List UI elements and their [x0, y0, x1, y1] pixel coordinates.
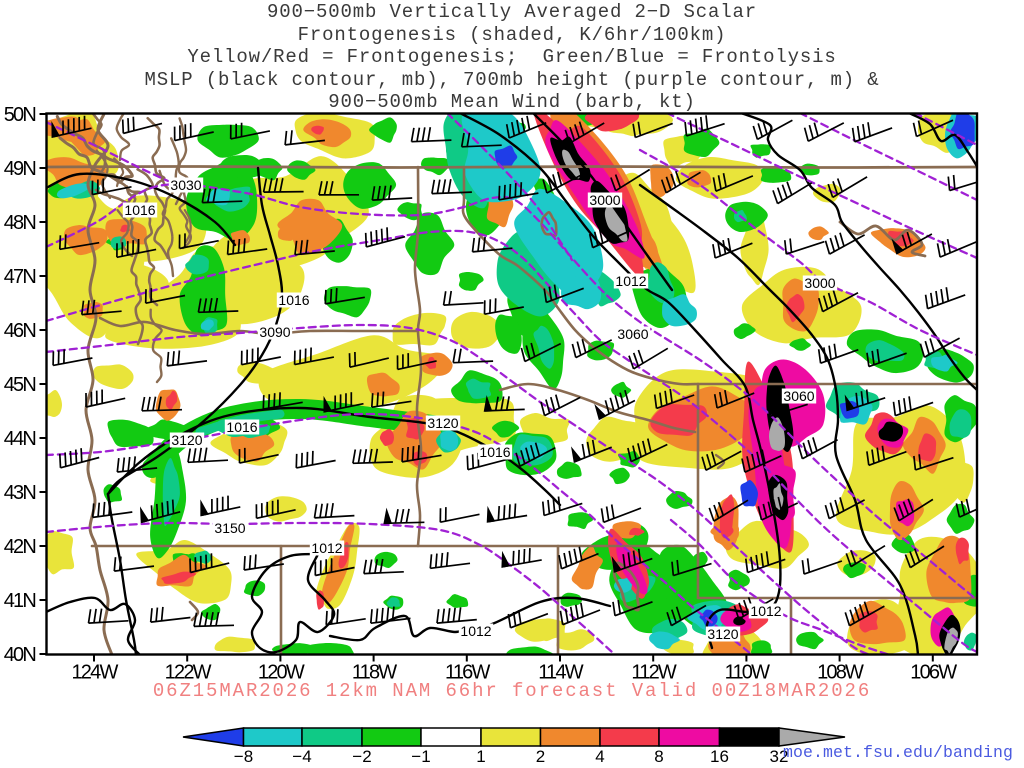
- svg-text:120W: 120W: [258, 662, 305, 684]
- svg-text:45N: 45N: [4, 374, 36, 396]
- svg-text:110W: 110W: [725, 662, 770, 684]
- svg-text:1012: 1012: [615, 273, 646, 289]
- svg-text:2: 2: [536, 747, 545, 766]
- svg-text:1: 1: [476, 747, 485, 766]
- svg-text:42N: 42N: [4, 536, 36, 558]
- svg-text:−8: −8: [234, 747, 253, 766]
- svg-text:3120: 3120: [427, 415, 458, 431]
- svg-text:122W: 122W: [165, 662, 212, 684]
- svg-text:1016: 1016: [278, 292, 309, 308]
- svg-text:108W: 108W: [817, 662, 864, 684]
- svg-text:48N: 48N: [4, 212, 36, 234]
- svg-text:3150: 3150: [214, 520, 245, 536]
- svg-text:50N: 50N: [4, 104, 36, 126]
- svg-text:1016: 1016: [479, 444, 510, 460]
- svg-text:1016: 1016: [124, 202, 155, 218]
- svg-text:3120: 3120: [171, 432, 202, 448]
- svg-text:40N: 40N: [4, 644, 36, 666]
- svg-text:3000: 3000: [804, 275, 835, 291]
- svg-text:3060: 3060: [783, 388, 814, 404]
- svg-text:3090: 3090: [259, 324, 290, 340]
- svg-text:116W: 116W: [445, 662, 490, 684]
- svg-text:114W: 114W: [538, 662, 583, 684]
- svg-text:112W: 112W: [631, 662, 676, 684]
- svg-text:118W: 118W: [352, 662, 397, 684]
- svg-text:−1: −1: [411, 747, 430, 766]
- svg-text:16: 16: [710, 747, 729, 766]
- svg-text:46N: 46N: [4, 320, 36, 342]
- svg-text:106W: 106W: [910, 662, 957, 684]
- svg-text:43N: 43N: [4, 482, 36, 504]
- svg-text:47N: 47N: [4, 266, 36, 288]
- svg-text:1012: 1012: [460, 623, 491, 639]
- svg-text:3000: 3000: [589, 192, 620, 208]
- svg-text:1016: 1016: [226, 419, 257, 435]
- svg-text:124W: 124W: [71, 662, 118, 684]
- svg-text:8: 8: [654, 747, 663, 766]
- svg-text:4: 4: [595, 747, 604, 766]
- svg-text:32: 32: [770, 747, 789, 766]
- svg-text:1012: 1012: [750, 603, 781, 619]
- svg-text:−2: −2: [352, 747, 371, 766]
- svg-text:44N: 44N: [4, 428, 36, 450]
- svg-text:49N: 49N: [4, 158, 36, 180]
- svg-text:1012: 1012: [311, 540, 342, 556]
- svg-text:−4: −4: [292, 747, 311, 766]
- svg-text:3060: 3060: [617, 326, 648, 342]
- svg-text:3120: 3120: [707, 626, 738, 642]
- svg-text:3030: 3030: [170, 177, 201, 193]
- svg-text:41N: 41N: [4, 590, 36, 612]
